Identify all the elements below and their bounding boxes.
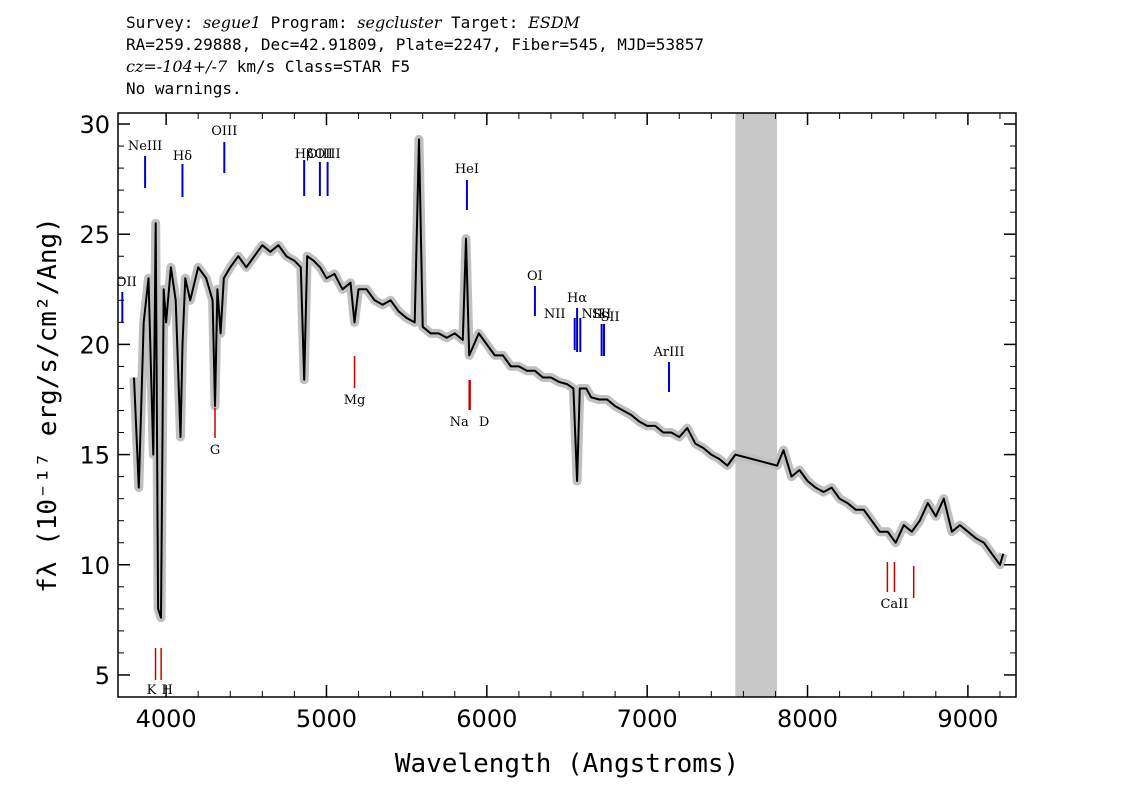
- header-line-survey: Survey: segue1 Program: segcluster Targe…: [126, 12, 704, 34]
- plot-frame: [117, 112, 1017, 698]
- absorption-line-label: CaII: [880, 597, 908, 612]
- target-label: Target:: [451, 13, 519, 32]
- y-tick-label: 25: [79, 221, 110, 249]
- emission-line-label: NII: [581, 307, 603, 322]
- y-tick-label: 20: [79, 331, 110, 359]
- y-tick-label: 5: [95, 662, 110, 690]
- emission-line-label: SII: [592, 307, 611, 322]
- absorption-line-label: K: [147, 683, 157, 698]
- absorption-line-label: G: [210, 443, 220, 458]
- x-tick-label: 4000: [136, 705, 197, 733]
- absorption-line-label: H: [161, 683, 172, 698]
- target-value: ESDM: [528, 13, 580, 32]
- emission-line-label: NeIII: [128, 139, 162, 154]
- y-tick-label: 15: [79, 442, 110, 470]
- emission-line-label: OI: [527, 269, 543, 284]
- emission-line-label: Hδ: [173, 149, 192, 164]
- header-line-warnings: No warnings.: [126, 79, 242, 98]
- header-line-coords: RA=259.29888, Dec=42.91809, Plate=2247, …: [126, 35, 704, 54]
- emission-line-label: OIII: [315, 147, 341, 162]
- y-tick-label: 30: [79, 111, 110, 139]
- x-tick-label: 9000: [937, 705, 998, 733]
- emission-line-label: HeI: [455, 162, 479, 177]
- survey-label: Survey:: [126, 13, 194, 32]
- header-line-cz: cz=-104+/-7 km/s Class=STAR F5: [126, 56, 704, 78]
- y-tick-label: 10: [79, 552, 110, 580]
- emission-line-label: OII: [116, 275, 137, 290]
- cz-units-class: km/s Class=STAR F5: [236, 57, 411, 76]
- program-label: Program:: [270, 13, 348, 32]
- absorption-line-label: Na: [450, 415, 469, 430]
- emission-line-label: OIII: [307, 147, 333, 162]
- x-tick-label: 5000: [296, 705, 357, 733]
- program-value: segcluster: [357, 13, 442, 32]
- emission-line-label: OIII: [211, 124, 237, 139]
- absorption-line-label: D: [479, 415, 489, 430]
- emission-line-label: SII: [600, 310, 619, 325]
- emission-line-label: Hα: [567, 291, 587, 306]
- x-tick-label: 6000: [456, 705, 517, 733]
- emission-line-label: NII: [544, 307, 566, 322]
- emission-line-label: ArIII: [652, 345, 684, 360]
- spectrum-line: [133, 138, 1005, 619]
- masked-region: [735, 113, 778, 697]
- x-tick-label: 8000: [777, 705, 838, 733]
- x-tick-label: 7000: [617, 705, 678, 733]
- y-axis-title: fλ (10⁻¹⁷ erg/s/cm²/Ang): [33, 217, 63, 593]
- survey-value: segue1: [203, 13, 261, 32]
- cz-value: cz=-104+/-7: [126, 57, 228, 76]
- emission-line-label: Hβ: [295, 147, 314, 162]
- absorption-line-label: Mg: [344, 393, 366, 408]
- error-band: [129, 134, 1008, 623]
- x-axis-title: Wavelength (Angstroms): [395, 749, 739, 779]
- spectrum-header: Survey: segue1 Program: segcluster Targe…: [126, 12, 704, 100]
